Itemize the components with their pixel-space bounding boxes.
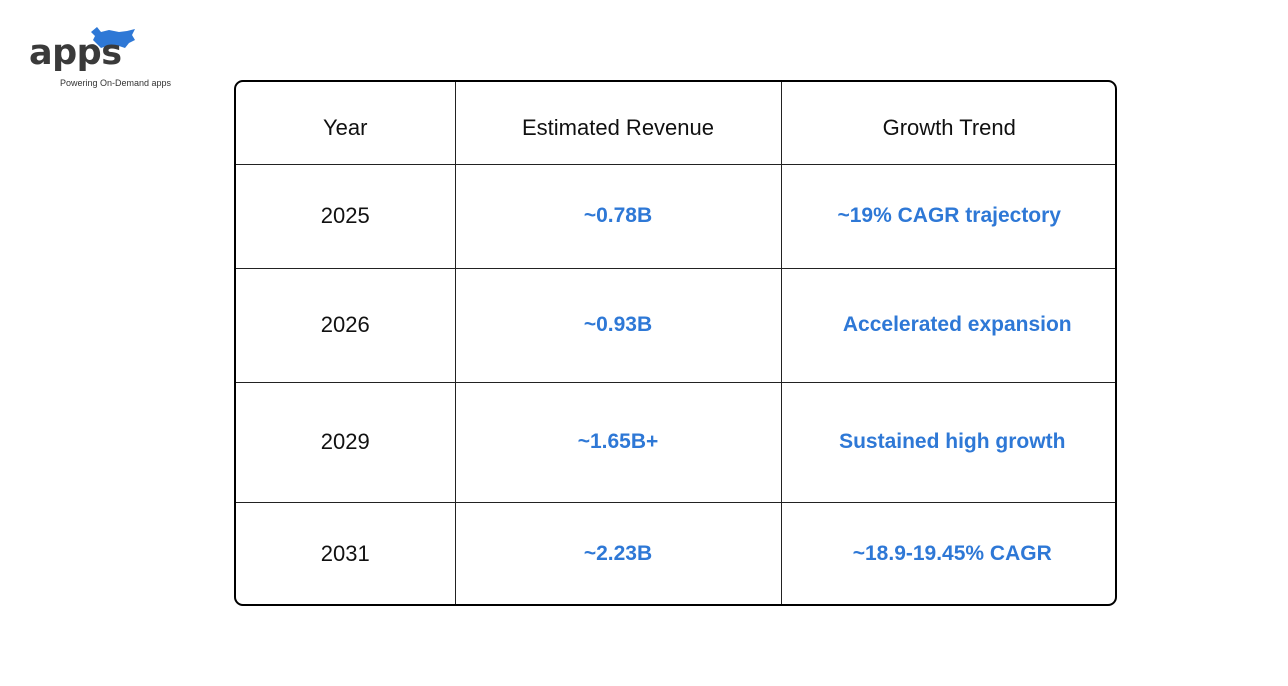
year-cell: 2029 xyxy=(236,381,456,503)
revenue-cell: ~0.93B xyxy=(454,267,782,383)
column-header-revenue: Estimated Revenue xyxy=(454,82,782,165)
table-row: 2026 ~0.93B Accelerated expansion xyxy=(236,267,1115,383)
brand-logo: apps Powering On-Demand apps xyxy=(29,26,189,92)
trend-cell: Sustained high growth xyxy=(780,381,1115,503)
revenue-cell: ~2.23B xyxy=(454,501,782,604)
year-cell: 2025 xyxy=(236,163,456,269)
table-header-row: Year Estimated Revenue Growth Trend xyxy=(236,82,1115,165)
year-cell: 2031 xyxy=(236,501,456,604)
rhino-icon xyxy=(91,27,135,48)
revenue-cell: ~0.78B xyxy=(454,163,782,269)
table-row: 2031 ~2.23B ~18.9-19.45% CAGR xyxy=(236,501,1115,604)
column-header-trend: Growth Trend xyxy=(780,82,1115,165)
table-row: 2029 ~1.65B+ Sustained high growth xyxy=(236,381,1115,503)
year-cell: 2026 xyxy=(236,267,456,383)
brand-wordmark: apps xyxy=(29,33,122,73)
trend-cell: ~18.9-19.45% CAGR xyxy=(780,501,1115,604)
column-header-year: Year xyxy=(236,82,456,165)
revenue-table: Year Estimated Revenue Growth Trend 2025… xyxy=(234,80,1117,606)
table-row: 2025 ~0.78B ~19% CAGR trajectory xyxy=(236,163,1115,269)
brand-tagline: Powering On-Demand apps xyxy=(60,78,172,88)
revenue-cell: ~1.65B+ xyxy=(454,381,782,503)
trend-cell: ~19% CAGR trajectory xyxy=(780,163,1115,269)
trend-cell: Accelerated expansion xyxy=(780,267,1115,383)
